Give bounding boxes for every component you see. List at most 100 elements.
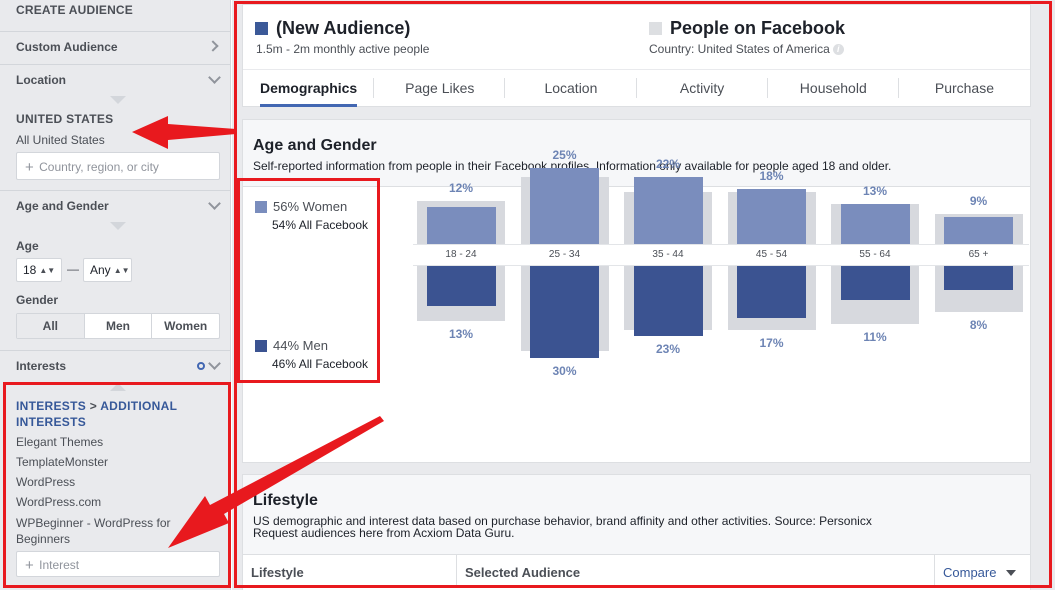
tab-location-label: Location: [544, 80, 598, 96]
section-notch: [110, 96, 126, 104]
age-range-label: 45 - 54: [755, 249, 788, 260]
age-range-label: 25 - 34: [548, 249, 581, 260]
location-country-value: All United States: [16, 133, 105, 147]
sidebar-item-interests[interactable]: Interests: [0, 350, 231, 384]
tab-page-likes-label: Page Likes: [405, 80, 475, 96]
column-lifestyle: Lifestyle: [243, 555, 457, 588]
sidebar-header: CREATE AUDIENCE: [16, 3, 134, 17]
tab-activity[interactable]: Activity: [637, 70, 768, 107]
men-bar: [737, 266, 806, 318]
tab-demographics[interactable]: Demographics: [243, 70, 375, 107]
stepper-icon: ▲▼: [113, 266, 130, 275]
location-input-placeholder: Country, region, or city: [39, 160, 159, 174]
location-label: Location: [16, 73, 66, 87]
compare-country: Country: United States of America: [649, 42, 830, 56]
tab-bar: Demographics Page Likes Location Activit…: [243, 69, 1030, 107]
men-pct-label: 8%: [969, 317, 988, 332]
interest-item[interactable]: WPBeginner - WordPress for Beginners: [16, 516, 171, 546]
lifestyle-card: Lifestyle US demographic and interest da…: [242, 474, 1031, 590]
chevron-down-icon: [208, 197, 221, 210]
compare-audience-sub: Country: United States of America i: [649, 42, 844, 56]
audience-color-swatch: [255, 22, 268, 35]
sidebar-item-age-gender[interactable]: Age and Gender: [0, 190, 231, 222]
age-range-label: 18 - 24: [445, 249, 477, 260]
main-panel: (New Audience) 1.5m - 2m monthly active …: [232, 0, 1055, 590]
women-pct-label: 18%: [759, 169, 784, 184]
settings-dot-icon[interactable]: [197, 362, 205, 370]
age-range-label: 65 +: [968, 249, 989, 260]
lifestyle-card-header: Lifestyle US demographic and interest da…: [243, 475, 1030, 554]
sidebar-item-location[interactable]: Location: [0, 64, 231, 96]
gender-all-button[interactable]: All: [17, 314, 84, 338]
women-bar: [737, 189, 806, 244]
interest-item[interactable]: TemplateMonster: [16, 455, 109, 469]
audience-summary-card: (New Audience) 1.5m - 2m monthly active …: [242, 4, 1031, 107]
men-bar: [530, 266, 599, 358]
men-pct-label: 11%: [863, 329, 887, 344]
compare-color-swatch: [649, 22, 662, 35]
compare-dropdown[interactable]: Compare: [935, 555, 1030, 588]
chevron-down-icon: [208, 357, 221, 370]
section-notch: [110, 222, 126, 230]
gender-toggle: All Men Women: [16, 313, 220, 339]
age-label: Age: [16, 239, 39, 253]
interest-input-placeholder: Interest: [39, 558, 80, 572]
interest-item[interactable]: Elegant Themes: [16, 435, 104, 449]
women-bar: [944, 216, 1013, 244]
age-gender-label: Age and Gender: [16, 199, 109, 213]
sidebar-item-custom-audience[interactable]: Custom Audience: [0, 31, 231, 63]
location-input[interactable]: + Country, region, or city: [16, 152, 220, 180]
age-gender-card-header: Age and Gender Self-reported information…: [243, 120, 1030, 187]
audience-name: (New Audience): [276, 18, 411, 38]
audience-size: 1.5m - 2m monthly active people: [256, 42, 430, 56]
women-legend: 56% Women: [273, 199, 348, 214]
info-icon[interactable]: i: [832, 44, 844, 55]
tab-purchase-label: Purchase: [934, 80, 995, 96]
plus-icon: +: [25, 159, 34, 176]
men-pct-label: 17%: [759, 336, 784, 351]
tab-purchase[interactable]: Purchase: [899, 70, 1030, 107]
column-selected-audience: Selected Audience: [457, 555, 935, 588]
men-pct-label: 13%: [448, 326, 474, 341]
men-legend: 44% Men: [273, 338, 328, 353]
tab-activity-label: Activity: [679, 80, 725, 96]
breadcrumb-separator: >: [89, 399, 97, 413]
gender-women-button[interactable]: Women: [151, 314, 219, 338]
gender-men-button[interactable]: Men: [83, 314, 152, 338]
tab-page-likes[interactable]: Page Likes: [374, 70, 506, 107]
interest-item[interactable]: WordPress: [16, 475, 76, 489]
women-legend-swatch: [255, 201, 267, 213]
women-pct-label: 22%: [655, 156, 681, 171]
interest-input[interactable]: + Interest: [16, 551, 220, 577]
age-range-label: 35 - 44: [652, 249, 684, 260]
acxiom-link[interactable]: Request audiences here from Acxiom Data …: [253, 526, 515, 540]
men-bar: [633, 266, 703, 337]
compare-label: Compare: [943, 565, 997, 580]
tab-household[interactable]: Household: [768, 70, 900, 107]
age-from-select[interactable]: 18 ▲▼: [16, 258, 62, 282]
age-axis-band: [413, 244, 1029, 266]
interest-item[interactable]: WordPress.com: [16, 495, 102, 509]
tab-location[interactable]: Location: [505, 70, 637, 107]
age-gender-title: Age and Gender: [253, 137, 377, 154]
age-to-select[interactable]: Any ▲▼: [83, 258, 132, 282]
breadcrumb-interests-link[interactable]: INTERESTS: [16, 399, 87, 413]
age-gender-card: Age and Gender Self-reported information…: [242, 119, 1031, 463]
chevron-right-icon: [207, 40, 219, 52]
age-gender-description: Self-reported information from people in…: [253, 159, 892, 173]
location-country-heading: UNITED STATES: [16, 112, 114, 126]
tab-household-label: Household: [799, 80, 867, 96]
breadcrumb-additional-interests-link[interactable]: ADDITIONAL INTERESTS: [16, 399, 177, 429]
women-bar: [840, 204, 910, 244]
men-pct-label: 23%: [655, 342, 681, 357]
compare-audience-name: People on Facebook: [670, 18, 846, 38]
custom-audience-label: Custom Audience: [16, 40, 118, 54]
men-pct-label: 30%: [552, 363, 577, 378]
men-all-facebook: 46% All Facebook: [272, 357, 369, 371]
age-dash: —: [67, 262, 79, 276]
women-pct-label: 9%: [969, 193, 988, 208]
stepper-icon: ▲▼: [39, 266, 56, 275]
men-bar: [426, 266, 496, 306]
plus-icon: +: [25, 557, 34, 574]
men-bar: [840, 266, 910, 300]
